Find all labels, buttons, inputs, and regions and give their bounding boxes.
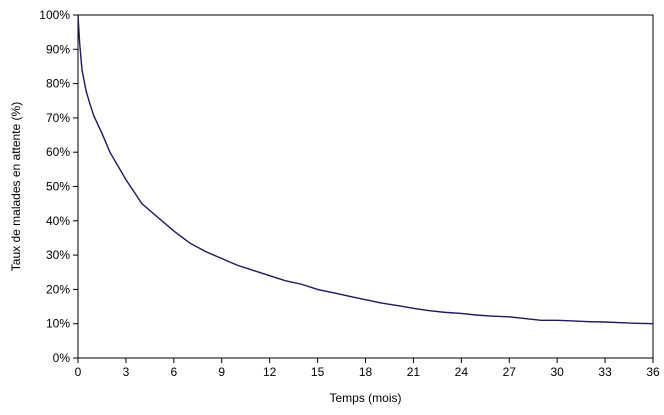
y-tick-label: 30%: [46, 248, 70, 262]
y-tick-label: 70%: [46, 111, 70, 125]
x-tick-label: 3: [123, 365, 130, 379]
x-tick-label: 0: [75, 365, 82, 379]
x-tick-label: 33: [598, 365, 612, 379]
x-tick-label: 27: [503, 365, 517, 379]
y-tick-label: 50%: [46, 180, 70, 194]
y-tick-label: 10%: [46, 317, 70, 331]
x-tick-label: 24: [455, 365, 469, 379]
x-tick-label: 9: [218, 365, 225, 379]
y-tick-label: 100%: [39, 8, 70, 22]
x-tick-label: 30: [550, 365, 564, 379]
x-tick-label: 15: [311, 365, 325, 379]
y-axis: 0% 10% 20% 30% 40% 50% 60% 70% 80% 90% 100%: [39, 8, 78, 365]
y-axis-title: Taux de malades en attente (%): [9, 102, 23, 271]
y-tick-label: 0%: [53, 351, 71, 365]
y-tick-label: 20%: [46, 282, 70, 296]
y-tick-label: 80%: [46, 77, 70, 91]
y-tick-label: 90%: [46, 42, 70, 56]
y-tick-label: 60%: [46, 145, 70, 159]
y-tick-label: 40%: [46, 214, 70, 228]
x-tick-label: 21: [407, 365, 421, 379]
x-tick-label: 18: [359, 365, 373, 379]
x-axis-title: Temps (mois): [329, 391, 401, 405]
series-line: [77, 14, 654, 325]
plot-area: [77, 14, 654, 359]
x-tick-label: 6: [170, 365, 177, 379]
x-axis: 0 3 6 9 12 15 18 21 24 27 30 33 36: [75, 358, 660, 379]
plot-frame: [77, 14, 654, 359]
x-tick-label: 36: [646, 365, 660, 379]
x-tick-label: 12: [263, 365, 277, 379]
